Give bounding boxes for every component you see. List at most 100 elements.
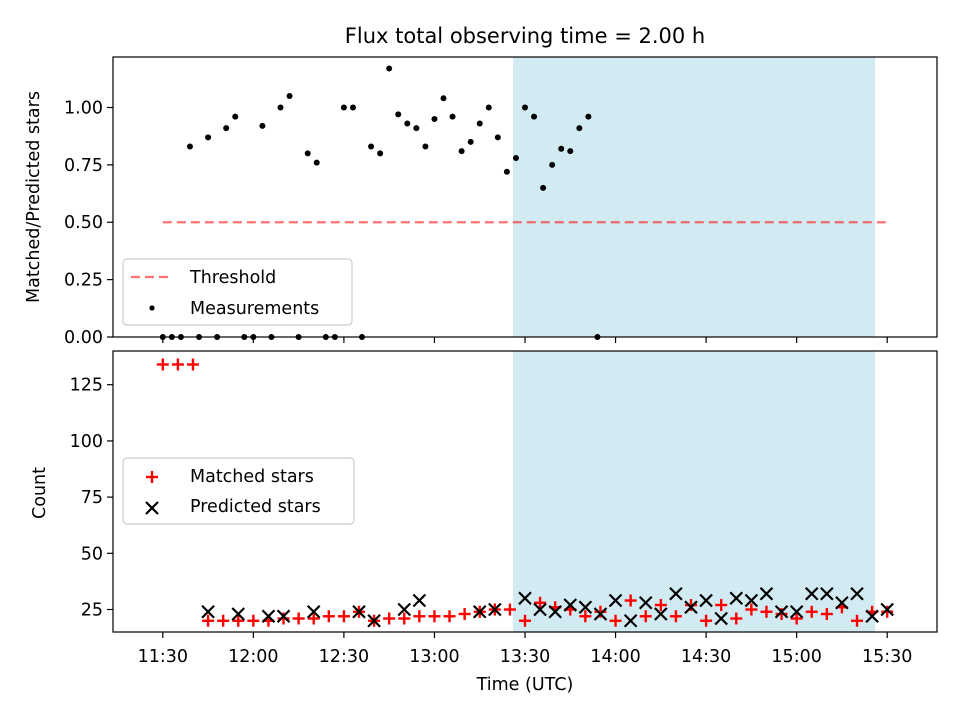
marker-stroke xyxy=(563,598,578,612)
measurement-point xyxy=(368,143,375,150)
matched-star-marker xyxy=(202,614,215,627)
y-tick-label: 0.50 xyxy=(64,213,103,233)
measurement-point xyxy=(576,125,583,132)
matched-star-marker xyxy=(232,614,245,627)
y-tick-label: 100 xyxy=(70,432,103,452)
plot-frame xyxy=(112,56,938,338)
marker-stroke xyxy=(276,609,291,624)
y-axis-ticks: 0.00 0.25 0.50 0.75 1.00 xyxy=(64,98,113,348)
matched-star-marker xyxy=(186,358,199,371)
marker-stroke xyxy=(820,587,834,601)
highlight-span xyxy=(512,351,876,632)
x-tick-label: 14:00 xyxy=(590,647,640,667)
y-tick-label: 25 xyxy=(81,601,103,621)
legend-threshold-label: Threshold xyxy=(189,268,276,288)
y-tick-label: 0.25 xyxy=(64,271,103,291)
y-tick-label: 1.00 xyxy=(64,98,103,118)
measurement-point xyxy=(494,134,501,141)
matched-star-marker xyxy=(292,612,305,625)
predicted-star-marker xyxy=(729,591,744,606)
measurement-point xyxy=(522,104,528,111)
matched-star-marker xyxy=(594,605,607,618)
marker-stroke xyxy=(729,591,744,606)
measurement-point xyxy=(458,148,465,155)
measurement-point xyxy=(476,120,483,127)
matched-star-marker xyxy=(760,605,773,618)
matched-star-marker xyxy=(579,610,592,623)
x-tick-label: 11:30 xyxy=(138,647,188,667)
matched-star-marker xyxy=(534,596,547,609)
matched-star-marker xyxy=(609,614,622,627)
measurement-point xyxy=(558,145,565,152)
matched-star-marker xyxy=(277,612,290,625)
legend-measurements-swatch xyxy=(149,305,155,311)
predicted-star-marker xyxy=(412,593,427,608)
predicted-star-marker xyxy=(820,587,834,601)
predicted-star-marker xyxy=(880,602,894,617)
measurement-point xyxy=(512,154,519,161)
predicted-star-marker xyxy=(367,613,381,628)
predicted-star-marker xyxy=(623,613,638,628)
marker-stroke xyxy=(352,604,366,619)
marker-stroke xyxy=(201,604,215,619)
predicted-star-marker xyxy=(533,602,547,617)
predicted-star-marker xyxy=(684,600,698,615)
measurement-point xyxy=(467,138,474,145)
legend-box xyxy=(122,258,353,326)
matched-points xyxy=(156,358,894,627)
matched-star-marker xyxy=(715,599,728,612)
marker-stroke xyxy=(789,604,804,619)
predicted-star-marker xyxy=(578,600,593,615)
y-axis-ticks: 25 50 75 100 125 xyxy=(70,376,113,621)
y-tick-label: 0.75 xyxy=(64,156,103,176)
marker-stroke xyxy=(759,587,774,601)
marker-stroke xyxy=(880,602,894,617)
matched-star-marker xyxy=(156,358,169,371)
predicted-star-marker xyxy=(759,587,774,601)
matched-star-marker xyxy=(398,612,411,625)
predicted-star-marker xyxy=(865,609,879,624)
marker-stroke xyxy=(714,611,728,626)
predicted-star-marker xyxy=(306,604,321,619)
marker-stroke xyxy=(774,604,789,619)
measurement-point xyxy=(349,104,356,111)
marker-stroke xyxy=(367,613,381,628)
x-tick-label: 13:00 xyxy=(409,647,459,667)
matched-star-marker xyxy=(458,608,471,621)
predicted-star-marker xyxy=(352,604,366,619)
predicted-star-marker xyxy=(699,593,713,608)
measurement-point xyxy=(549,161,556,168)
predicted-star-marker xyxy=(593,607,608,621)
chart-title: Flux total observing time = 2.00 h xyxy=(345,24,705,48)
x-axis-ticks: 11:30 12:00 12:30 13:00 13:30 14:00 14:30 15:00… xyxy=(138,632,912,667)
legend-predicted-label: Predicted stars xyxy=(190,497,321,517)
matched-star-marker xyxy=(820,608,833,621)
marker-stroke xyxy=(593,607,608,621)
legend-predicted-swatch xyxy=(145,501,159,515)
matched-star-marker xyxy=(519,614,531,627)
plot-frame xyxy=(112,350,938,633)
matched-star-marker xyxy=(639,610,652,623)
matched-star-marker xyxy=(624,594,637,607)
x-tick-label: 12:00 xyxy=(228,647,278,667)
marker-stroke xyxy=(488,602,502,617)
marker-stroke xyxy=(306,604,321,619)
marker-stroke xyxy=(865,609,879,624)
measurement-point xyxy=(259,122,266,129)
measurement-point xyxy=(186,143,193,150)
predicted-star-marker xyxy=(714,611,728,626)
marker-stroke xyxy=(669,587,683,601)
predicted-star-marker xyxy=(276,609,291,624)
matched-star-marker xyxy=(881,605,894,618)
measurement-point xyxy=(340,104,347,111)
matched-star-marker xyxy=(685,599,698,612)
predicted-star-marker xyxy=(518,591,532,606)
matched-star-marker xyxy=(443,610,456,623)
marker-stroke xyxy=(261,609,276,624)
matched-star-marker xyxy=(851,614,864,627)
measurement-point xyxy=(313,159,320,166)
measurement-point xyxy=(485,104,492,111)
predicted-star-marker xyxy=(638,595,653,610)
measurement-point xyxy=(413,125,420,132)
marker-stroke xyxy=(744,593,759,608)
